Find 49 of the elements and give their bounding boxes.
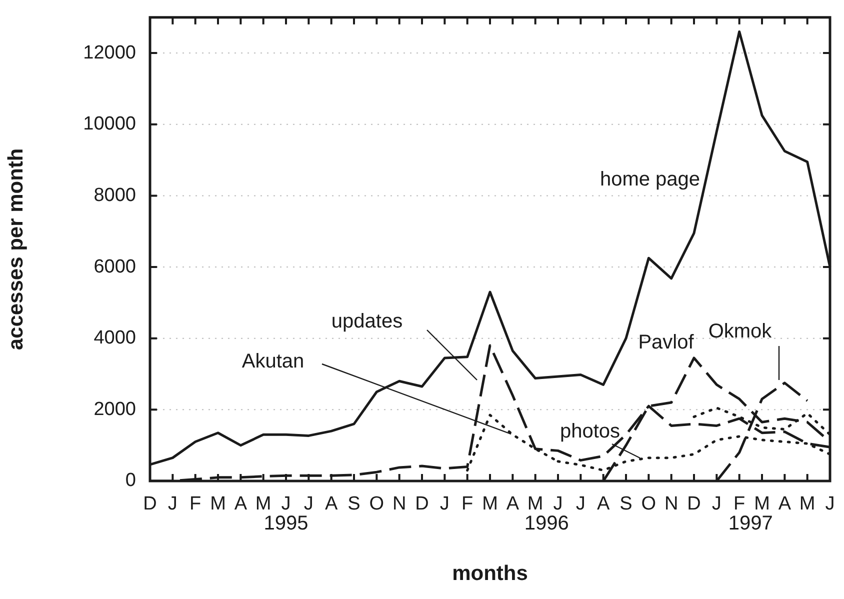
x-tick-label: A [596,494,610,515]
x-tick-label: F [462,494,474,515]
series-label: photos [560,420,620,443]
series-label: Pavlof [638,332,694,354]
y-tick-label: 4000 [94,328,136,349]
y-tick-label: 8000 [94,184,136,206]
y-axis-title: accesses per month [4,148,28,350]
x-tick-label: M [527,494,544,515]
x-tick-label: O [369,494,384,515]
x-tick-label: J [553,494,563,515]
text: Okmok [708,320,773,343]
x-axis-title: months [452,562,528,586]
y-tick-label: 0 [125,470,136,492]
x-tick-label: N [664,494,678,515]
x-tick-label: J [304,494,314,515]
text: 1996 [524,512,569,535]
text: 1997 [728,512,773,535]
x-tick-label: F [190,494,202,515]
x-tick-label: A [324,494,338,515]
x-tick-label: N [392,494,406,515]
x-tick-label: F [734,494,746,515]
x-tick-label: S [620,494,632,515]
x-tick-label: M [255,494,272,515]
x-tick-label: M [799,494,816,515]
x-tick-label: A [234,494,248,515]
x-tick-label: J [440,494,450,515]
x-tick-label: D [143,494,157,515]
x-tick-label: J [168,494,178,515]
x-tick-label: J [576,494,586,515]
x-tick-label: M [482,494,498,515]
x-tick-label: S [348,494,360,515]
x-tick-label: D [687,494,701,515]
y-tick-label: 6000 [94,256,136,278]
x-tick-label: D [415,494,429,515]
x-tick-label: A [506,494,520,515]
y-tick-label: 10000 [83,114,136,135]
x-tick-label: J [281,494,291,515]
y-tick-label: 2000 [94,398,136,420]
x-tick-label: M [754,494,770,515]
x-tick-label: J [712,494,722,515]
x-tick-label: M [210,494,226,515]
y-tick-label: 12000 [83,42,136,64]
x-tick-label: A [778,494,792,515]
series-label: home page [600,168,700,191]
text: Akutan [242,350,304,373]
x-tick-label: O [641,494,656,515]
text: updates [331,310,403,333]
x-tick-label: J [825,494,835,515]
text: 1995 [264,512,308,535]
